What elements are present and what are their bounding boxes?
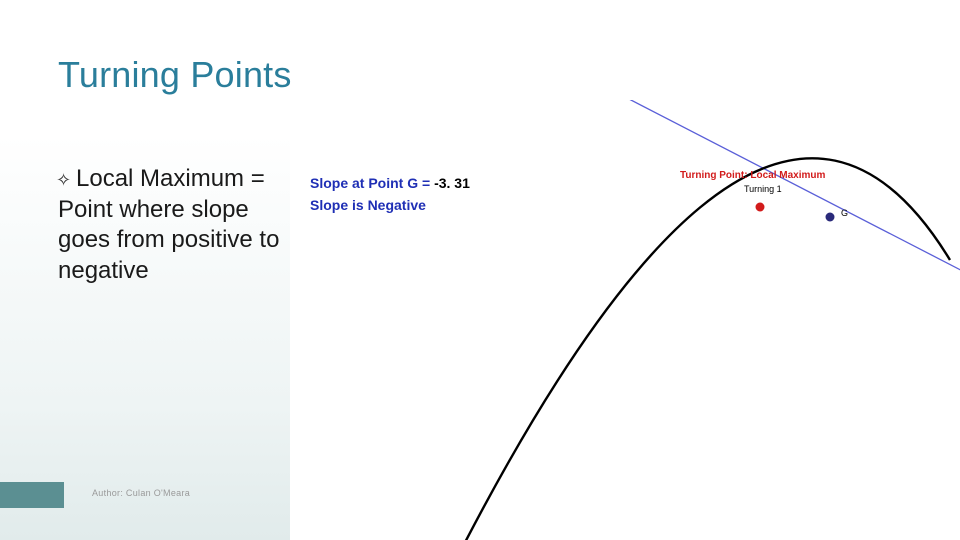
author-label: Author: Culan O'Meara [92, 488, 190, 498]
slope-readout-line2: Slope is Negative [310, 197, 426, 213]
slide: Turning Points ✧Local Maximum = Point wh… [0, 0, 960, 540]
point-g-label: G [841, 208, 848, 218]
turning-point-label-line2: Turning 1 [744, 184, 782, 194]
bullet-text: Local Maximum = Point where slope goes f… [58, 165, 279, 284]
parabola-curve [370, 158, 950, 540]
diagram-svg [290, 100, 960, 540]
bullet-item: ✧Local Maximum = Point where slope goes … [58, 164, 288, 287]
slope-prefix: Slope at Point G = [310, 175, 434, 191]
bullet-glyph-icon: ✧ [56, 169, 74, 192]
turning-point-label-line1: Turning Point: Local Maximum [680, 170, 825, 181]
point-g-marker [826, 213, 835, 222]
accent-bar [0, 482, 64, 508]
turning-point-marker [756, 203, 765, 212]
page-title: Turning Points [58, 54, 292, 96]
slope-value: -3. 31 [434, 175, 470, 191]
diagram-area: Slope at Point G = -3. 31 Slope is Negat… [290, 100, 960, 540]
slope-readout-line1: Slope at Point G = -3. 31 [310, 175, 470, 191]
